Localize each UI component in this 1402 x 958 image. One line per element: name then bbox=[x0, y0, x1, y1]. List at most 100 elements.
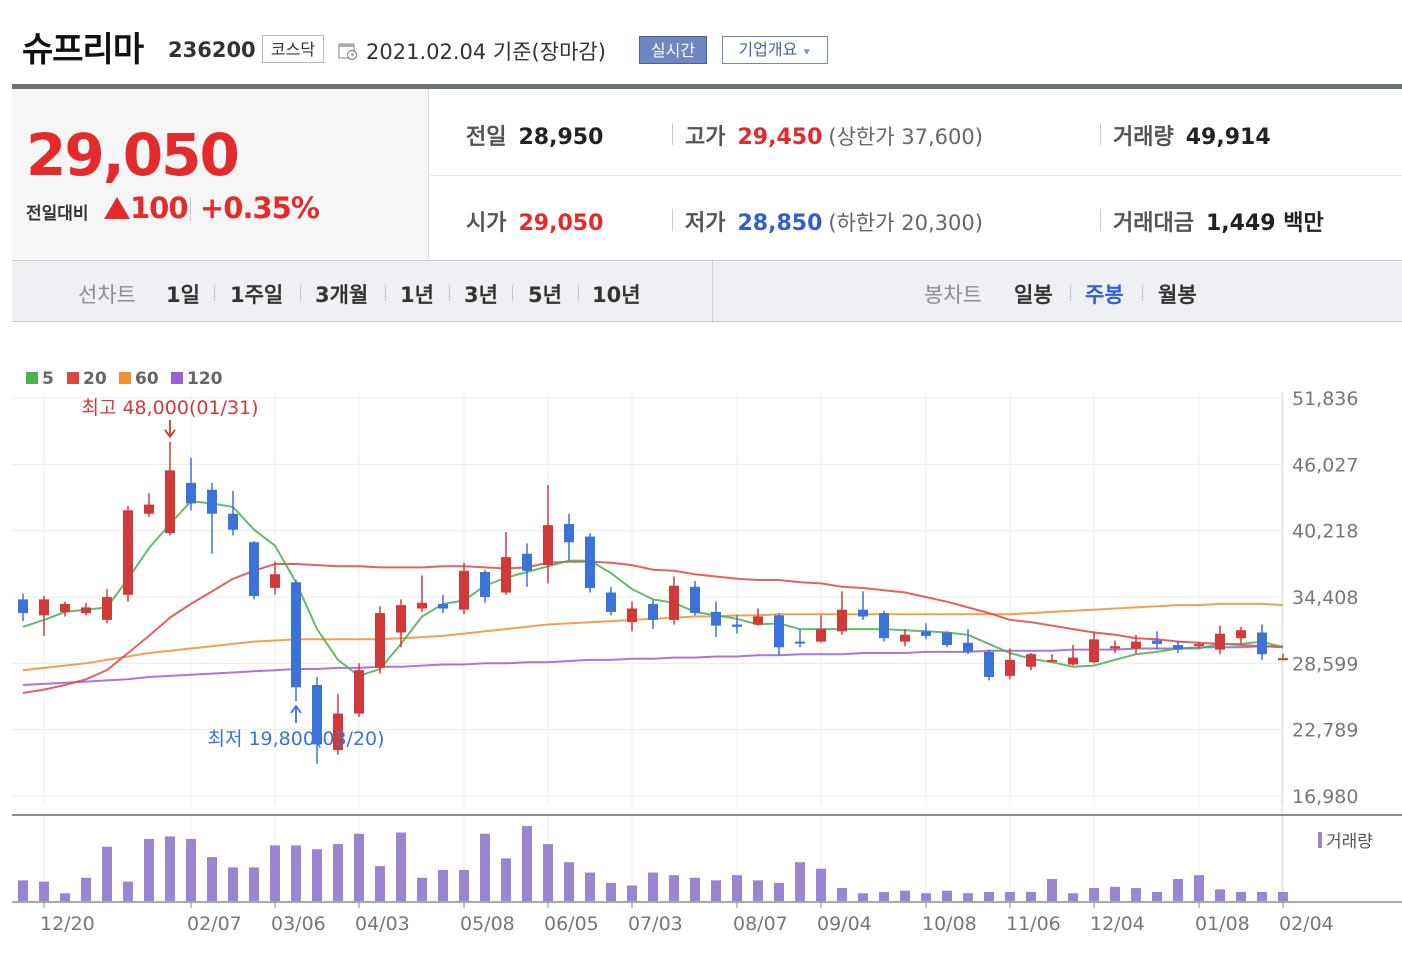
volume-bar bbox=[60, 893, 70, 901]
realtime-button[interactable]: 실시간 bbox=[639, 36, 707, 64]
candle-body bbox=[291, 582, 301, 688]
candle-body bbox=[81, 607, 91, 614]
tab-1w[interactable]: 1주일 bbox=[230, 283, 284, 307]
date-tick-label: 05/08 bbox=[460, 913, 515, 935]
tab-1d[interactable]: 1일 bbox=[166, 283, 200, 307]
volume-bar bbox=[690, 877, 700, 901]
high-annotation: 최고 48,000(01/31) bbox=[81, 397, 258, 419]
tab-5y[interactable]: 5년 bbox=[528, 283, 562, 307]
divider bbox=[214, 285, 215, 301]
volume-bar bbox=[123, 881, 133, 901]
legend-label: 60 bbox=[135, 369, 159, 389]
volume-bar bbox=[753, 880, 763, 901]
candle-body bbox=[606, 592, 616, 612]
volume-bar bbox=[501, 858, 511, 901]
tab-3m[interactable]: 3개월 bbox=[315, 283, 369, 307]
high-arrow-head bbox=[164, 429, 176, 439]
current-price: 29,050 bbox=[26, 121, 240, 189]
tab-10y[interactable]: 10년 bbox=[592, 283, 641, 307]
volume-bar bbox=[900, 890, 910, 901]
tab-daily[interactable]: 일봉 bbox=[1014, 283, 1053, 307]
candle-body bbox=[1278, 658, 1288, 661]
divider bbox=[1070, 285, 1071, 301]
date-tick-label: 11/06 bbox=[1006, 913, 1061, 935]
candle bbox=[732, 615, 742, 634]
candle-body bbox=[963, 642, 973, 652]
candle-body bbox=[900, 634, 910, 642]
candle bbox=[1194, 641, 1204, 649]
tab-weekly[interactable]: 주봉 bbox=[1085, 283, 1124, 307]
divider bbox=[1100, 209, 1101, 231]
stat-volume: 거래량 49,914 bbox=[1113, 125, 1271, 150]
candle bbox=[774, 613, 784, 656]
moving-average-legend: 5 20 60 120 bbox=[26, 369, 223, 389]
date-axis: 12/20 02/07 03/06 04/03 05/08 06/05 07/03 08/07… bbox=[40, 902, 1334, 935]
volume-bar bbox=[228, 867, 238, 901]
candle bbox=[1068, 645, 1078, 666]
price-tick-label: 28,599 bbox=[1292, 653, 1358, 675]
candle-body bbox=[1173, 645, 1183, 650]
divider bbox=[190, 197, 191, 221]
legend-label: 20 bbox=[83, 369, 107, 389]
stat-prev-close: 전일 28,950 bbox=[466, 125, 604, 150]
company-overview-label: 기업개요 bbox=[738, 42, 798, 59]
candle-body bbox=[1236, 630, 1246, 639]
candle bbox=[753, 608, 763, 626]
volume-bar bbox=[1152, 891, 1162, 901]
stat-high: 고가 29,450 (상한가 37,600) bbox=[685, 125, 983, 150]
high-low-annotations: 최고 48,000(01/31) 최저 19,800(03/20) bbox=[81, 397, 384, 750]
volume-bar bbox=[186, 838, 196, 901]
price-tick-label: 51,836 bbox=[1292, 388, 1358, 410]
candle bbox=[270, 561, 280, 595]
volume-bar bbox=[984, 891, 994, 901]
volume-bar bbox=[1068, 893, 1078, 901]
candle bbox=[648, 600, 658, 630]
candle bbox=[354, 663, 364, 717]
candle-body bbox=[669, 585, 679, 620]
candle-body bbox=[438, 603, 448, 609]
volume-bar bbox=[1215, 889, 1225, 901]
candle bbox=[1152, 631, 1162, 650]
volume-bar bbox=[1236, 891, 1246, 901]
candle-body bbox=[837, 609, 847, 632]
candle-body bbox=[39, 599, 49, 616]
candle bbox=[207, 482, 217, 554]
candle-body bbox=[249, 542, 259, 596]
candle bbox=[459, 562, 469, 615]
line-chart-label: 선차트 bbox=[78, 283, 136, 307]
tab-3y[interactable]: 3년 bbox=[464, 283, 498, 307]
volume-bar bbox=[627, 885, 637, 901]
divider bbox=[672, 123, 673, 145]
candle-body bbox=[711, 611, 721, 626]
date-tick-label: 01/08 bbox=[1195, 913, 1250, 935]
company-overview-dropdown[interactable]: 기업개요 ▼ bbox=[722, 36, 828, 64]
volume-bar bbox=[606, 882, 616, 901]
volume-legend-swatch bbox=[1318, 832, 1322, 848]
volume-bar bbox=[1005, 891, 1015, 901]
volume-bar bbox=[1278, 891, 1288, 901]
candle bbox=[858, 591, 868, 620]
candle-body bbox=[795, 641, 805, 644]
date-tick-label: 04/03 bbox=[355, 913, 410, 935]
candle bbox=[60, 601, 70, 617]
candle bbox=[543, 485, 553, 584]
candle-body bbox=[18, 599, 28, 614]
candle bbox=[165, 441, 175, 536]
divider bbox=[1100, 123, 1101, 145]
candle bbox=[690, 581, 700, 616]
candle-body bbox=[1026, 654, 1036, 667]
candle-body bbox=[1194, 643, 1204, 646]
candle-body bbox=[123, 510, 133, 595]
candle bbox=[102, 589, 112, 624]
candle-body bbox=[354, 670, 364, 714]
tab-monthly[interactable]: 월봉 bbox=[1158, 283, 1197, 307]
stat-low: 저가 28,850 (하한가 20,300) bbox=[685, 211, 983, 236]
volume-bar bbox=[942, 890, 952, 901]
candle-body bbox=[984, 651, 994, 678]
market-badge: 코스닥 bbox=[262, 35, 324, 63]
row-divider bbox=[430, 175, 1402, 176]
candle bbox=[795, 629, 805, 648]
tab-1y[interactable]: 1년 bbox=[400, 283, 434, 307]
candle bbox=[1026, 653, 1036, 671]
volume-bar bbox=[18, 880, 28, 901]
